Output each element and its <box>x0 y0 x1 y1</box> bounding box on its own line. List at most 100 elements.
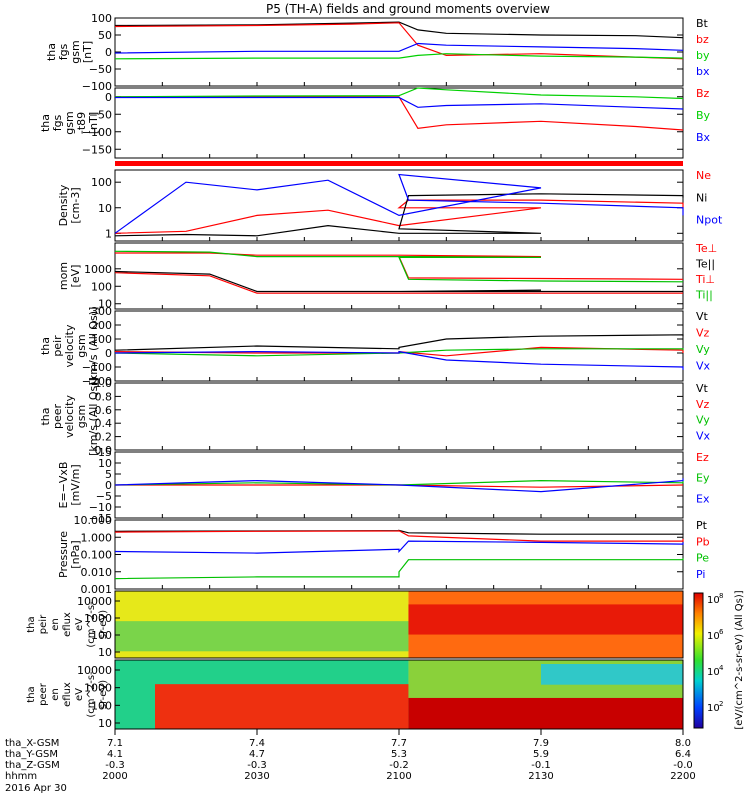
spectrogram-2: 10000 1000 100 10 tha peer en eflux eV (cm^2-s-sr… <box>26 659 684 730</box>
ytick-label: 5 <box>105 468 112 481</box>
legend-entry: Ez <box>696 451 709 464</box>
ylabel-line: peer <box>38 682 49 706</box>
legend-entry: Vy <box>696 414 710 427</box>
ylabel-line: -t89 <box>75 112 88 134</box>
colorbar-exponent: 8 <box>719 592 723 600</box>
series-Vy <box>114 348 684 357</box>
legend-entry: Vy <box>696 343 710 356</box>
date-label: 2016 Apr 30 <box>5 783 67 794</box>
ephem-value: -0.2 <box>389 760 409 771</box>
legend-entry: Ey <box>696 472 710 485</box>
ylabel-line: mom <box>57 262 70 290</box>
series-Ne <box>114 199 684 234</box>
colorbar-tick: 10 <box>707 667 720 678</box>
ytick-label: 0 <box>105 479 112 492</box>
ylabel-line: eflux <box>62 612 73 637</box>
panel-2: 0 −50 −100 −150 tha fgs gsm -t89 [nT] Bz By Bx <box>39 87 711 159</box>
ylabel-line: gsm <box>63 111 76 134</box>
series-Pi <box>114 540 684 554</box>
ylabel-line: Density <box>57 184 70 226</box>
spectro-band-post <box>408 697 683 729</box>
ylabel-line: gsm <box>69 40 82 63</box>
colorbar-label: [eV/(cm^2-s-sr-eV) (All Qs)] <box>734 590 745 729</box>
ytick-label: 1000 <box>84 682 112 695</box>
spectro-band-pre <box>155 684 409 729</box>
ytick-label: 100 <box>91 12 112 25</box>
legend-entry: Ex <box>696 492 710 505</box>
series-Ex <box>114 478 684 493</box>
series-Ti <box>114 250 684 283</box>
ytick-label: 0.100 <box>81 549 113 562</box>
ephem-value: 2000 <box>102 771 127 782</box>
legend-entry: Vx <box>696 429 711 442</box>
legend-entry: bx <box>696 65 710 78</box>
legend-entry: Vt <box>696 382 709 395</box>
ytick-label: −10 <box>89 501 112 514</box>
series-Te <box>114 272 683 294</box>
ephem-value: 8.0 <box>675 738 691 749</box>
series-Vz <box>114 346 684 357</box>
legend-entry: by <box>696 49 710 62</box>
ylabel-line: [cm-3] <box>69 187 82 223</box>
ylabel-line: peer <box>51 404 64 430</box>
ytick-label: 10000 <box>77 664 112 677</box>
legend-entry: Ne <box>696 169 711 182</box>
series-Npot <box>114 173 684 234</box>
ytick-label: 0.8 <box>95 390 113 403</box>
ephem-value: 5.9 <box>533 749 549 760</box>
ytick-label: 200 <box>91 319 112 332</box>
series-Pe <box>114 558 684 580</box>
ytick-label: 10 <box>98 202 112 215</box>
panel-4: 1000 100 10 mom [eV] Te⊥ Te|| Ti⊥ Ti|| <box>57 242 717 311</box>
ytick-label: 10 <box>98 646 112 659</box>
ytick-label: 10 <box>98 457 112 470</box>
ytick-label: 1000 <box>84 612 112 625</box>
ytick-label: 1.0 <box>95 377 113 390</box>
spectro-band-post <box>408 604 683 635</box>
legend-entry: Vx <box>696 360 711 373</box>
ephem-value: 2030 <box>244 771 269 782</box>
series-Ni <box>114 193 684 237</box>
legend-entry: By <box>696 109 711 122</box>
legend-entry: Ni <box>696 191 707 204</box>
spectro-frame <box>114 590 684 659</box>
series-By <box>114 87 684 100</box>
ephem-value: 7.1 <box>107 738 123 749</box>
colorbar-tick: 10 <box>707 631 720 642</box>
ylabel-line: [km/s (All Qs)] <box>87 377 100 456</box>
ytick-label: 100 <box>91 333 112 346</box>
ylabel-line: tha <box>39 337 52 355</box>
ytick-label: −100 <box>82 80 112 93</box>
ytick-label: 1 <box>105 227 112 240</box>
ytick-label: 100 <box>91 629 112 642</box>
legend-entry: Te⊥ <box>695 242 717 255</box>
ylabel-line: fgs <box>57 43 70 60</box>
legend-entry: Ti⊥ <box>695 273 715 286</box>
spectrogram-1: 10000 1000 100 10 tha peir en eflux eV (cm^2-s-sr… <box>26 590 684 659</box>
ylabel-line: tha <box>26 686 37 702</box>
series-Bz <box>115 96 684 131</box>
ephem-value: 7.9 <box>533 738 549 749</box>
ylabel-line: [nT] <box>81 41 94 63</box>
ytick-label: 0 <box>105 347 112 360</box>
ylabel-line: eflux <box>62 682 73 707</box>
colorbar-exponent: 6 <box>719 628 724 636</box>
ytick-label: 100 <box>91 176 112 189</box>
ytick-label: −100 <box>82 126 112 139</box>
ephem-value: -0.3 <box>247 760 267 771</box>
ylabel-line: E=−VxB <box>57 462 70 509</box>
ylabel-line: peir <box>38 614 49 634</box>
legend-entry: Vz <box>696 327 710 340</box>
series-bz <box>114 22 684 60</box>
ephem-row-label: tha_Z-GSM <box>5 760 60 771</box>
ytick-label: 0.0 <box>95 444 113 457</box>
ytick-label: 50 <box>98 29 112 42</box>
legend-entry: Npot <box>696 214 723 227</box>
ephem-value: 4.7 <box>249 749 265 760</box>
chart-title: P5 (TH-A) fields and ground moments over… <box>266 2 550 16</box>
ytick-label: 1.000 <box>81 531 113 544</box>
